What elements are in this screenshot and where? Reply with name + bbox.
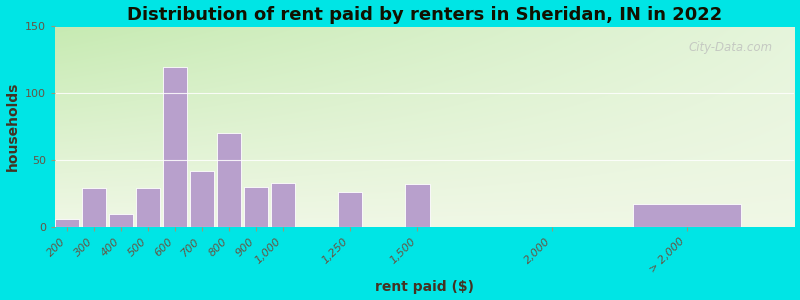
Bar bbox=[55, 219, 79, 227]
Y-axis label: households: households bbox=[6, 82, 19, 172]
Bar bbox=[190, 171, 214, 227]
Bar bbox=[270, 183, 295, 227]
Bar bbox=[633, 204, 741, 227]
Bar bbox=[163, 67, 187, 227]
Bar bbox=[109, 214, 134, 227]
Bar bbox=[217, 134, 241, 227]
Title: Distribution of rent paid by renters in Sheridan, IN in 2022: Distribution of rent paid by renters in … bbox=[127, 6, 722, 24]
Bar bbox=[136, 188, 160, 227]
Bar bbox=[244, 187, 268, 227]
Bar bbox=[406, 184, 430, 227]
Text: City-Data.com: City-Data.com bbox=[688, 40, 772, 53]
Bar bbox=[82, 188, 106, 227]
Bar bbox=[338, 192, 362, 227]
X-axis label: rent paid ($): rent paid ($) bbox=[375, 280, 474, 294]
